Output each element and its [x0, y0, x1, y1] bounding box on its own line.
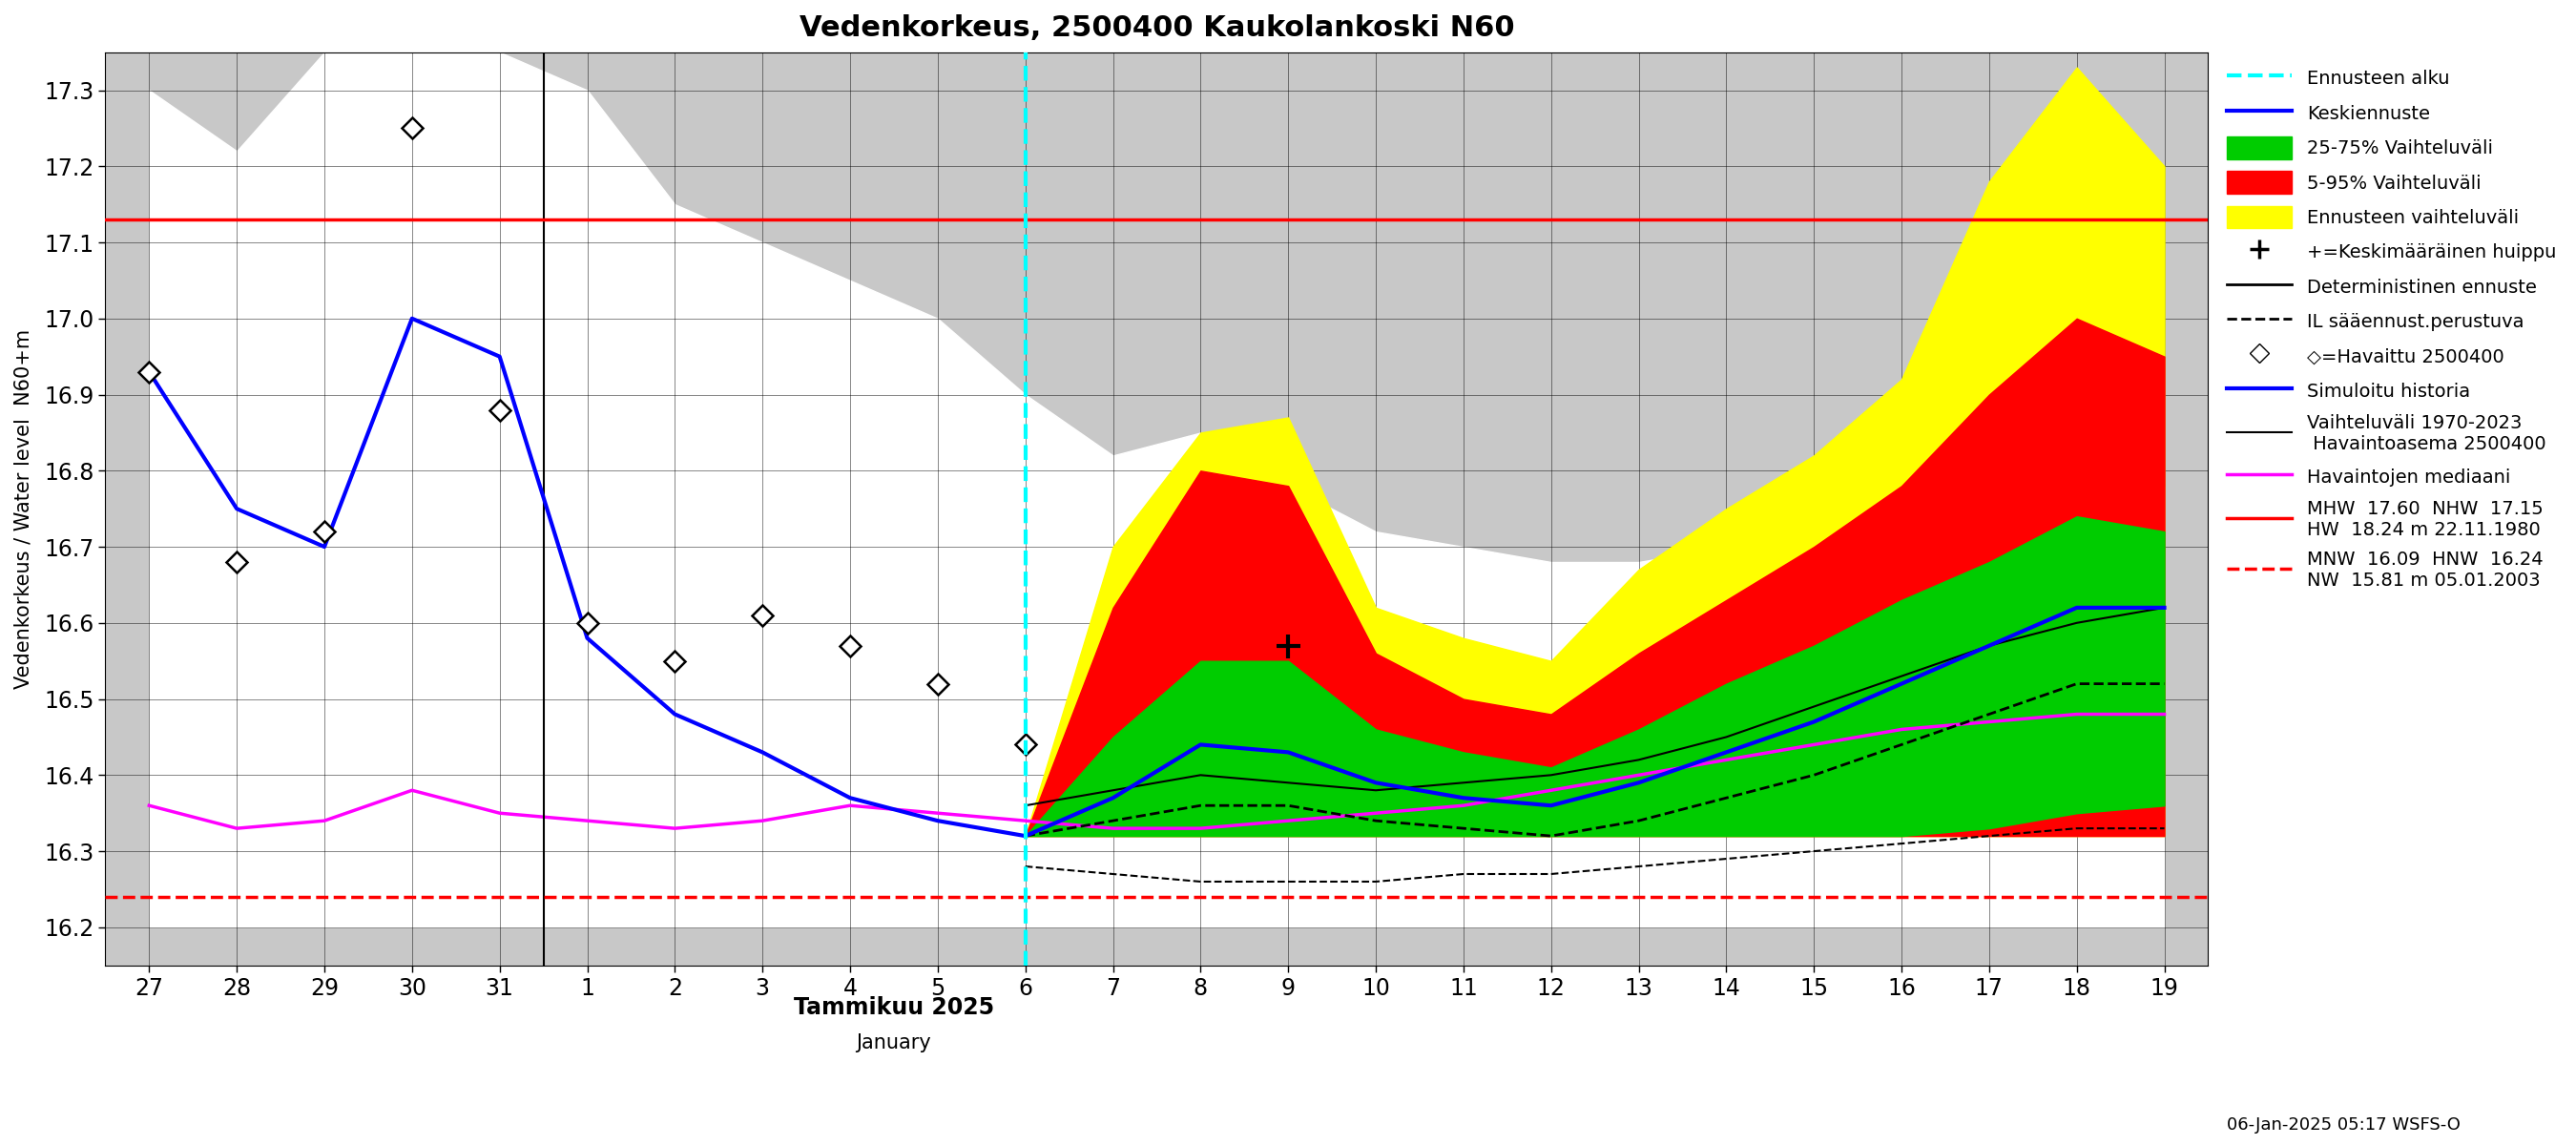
- Text: Tammikuu 2025: Tammikuu 2025: [793, 996, 994, 1019]
- Title: Vedenkorkeus, 2500400 Kaukolankoski N60: Vedenkorkeus, 2500400 Kaukolankoski N60: [799, 14, 1515, 42]
- Text: 06-Jan-2025 05:17 WSFS-O: 06-Jan-2025 05:17 WSFS-O: [2226, 1116, 2460, 1134]
- Text: January: January: [855, 1034, 933, 1053]
- Legend: Ennusteen alku, Keskiennuste, 25-75% Vaihteluväli, 5-95% Vaihteluväli, Ennusteen: Ennusteen alku, Keskiennuste, 25-75% Vai…: [2221, 62, 2563, 595]
- Y-axis label: Vedenkorkeus / Water level  N60+m: Vedenkorkeus / Water level N60+m: [15, 329, 33, 688]
